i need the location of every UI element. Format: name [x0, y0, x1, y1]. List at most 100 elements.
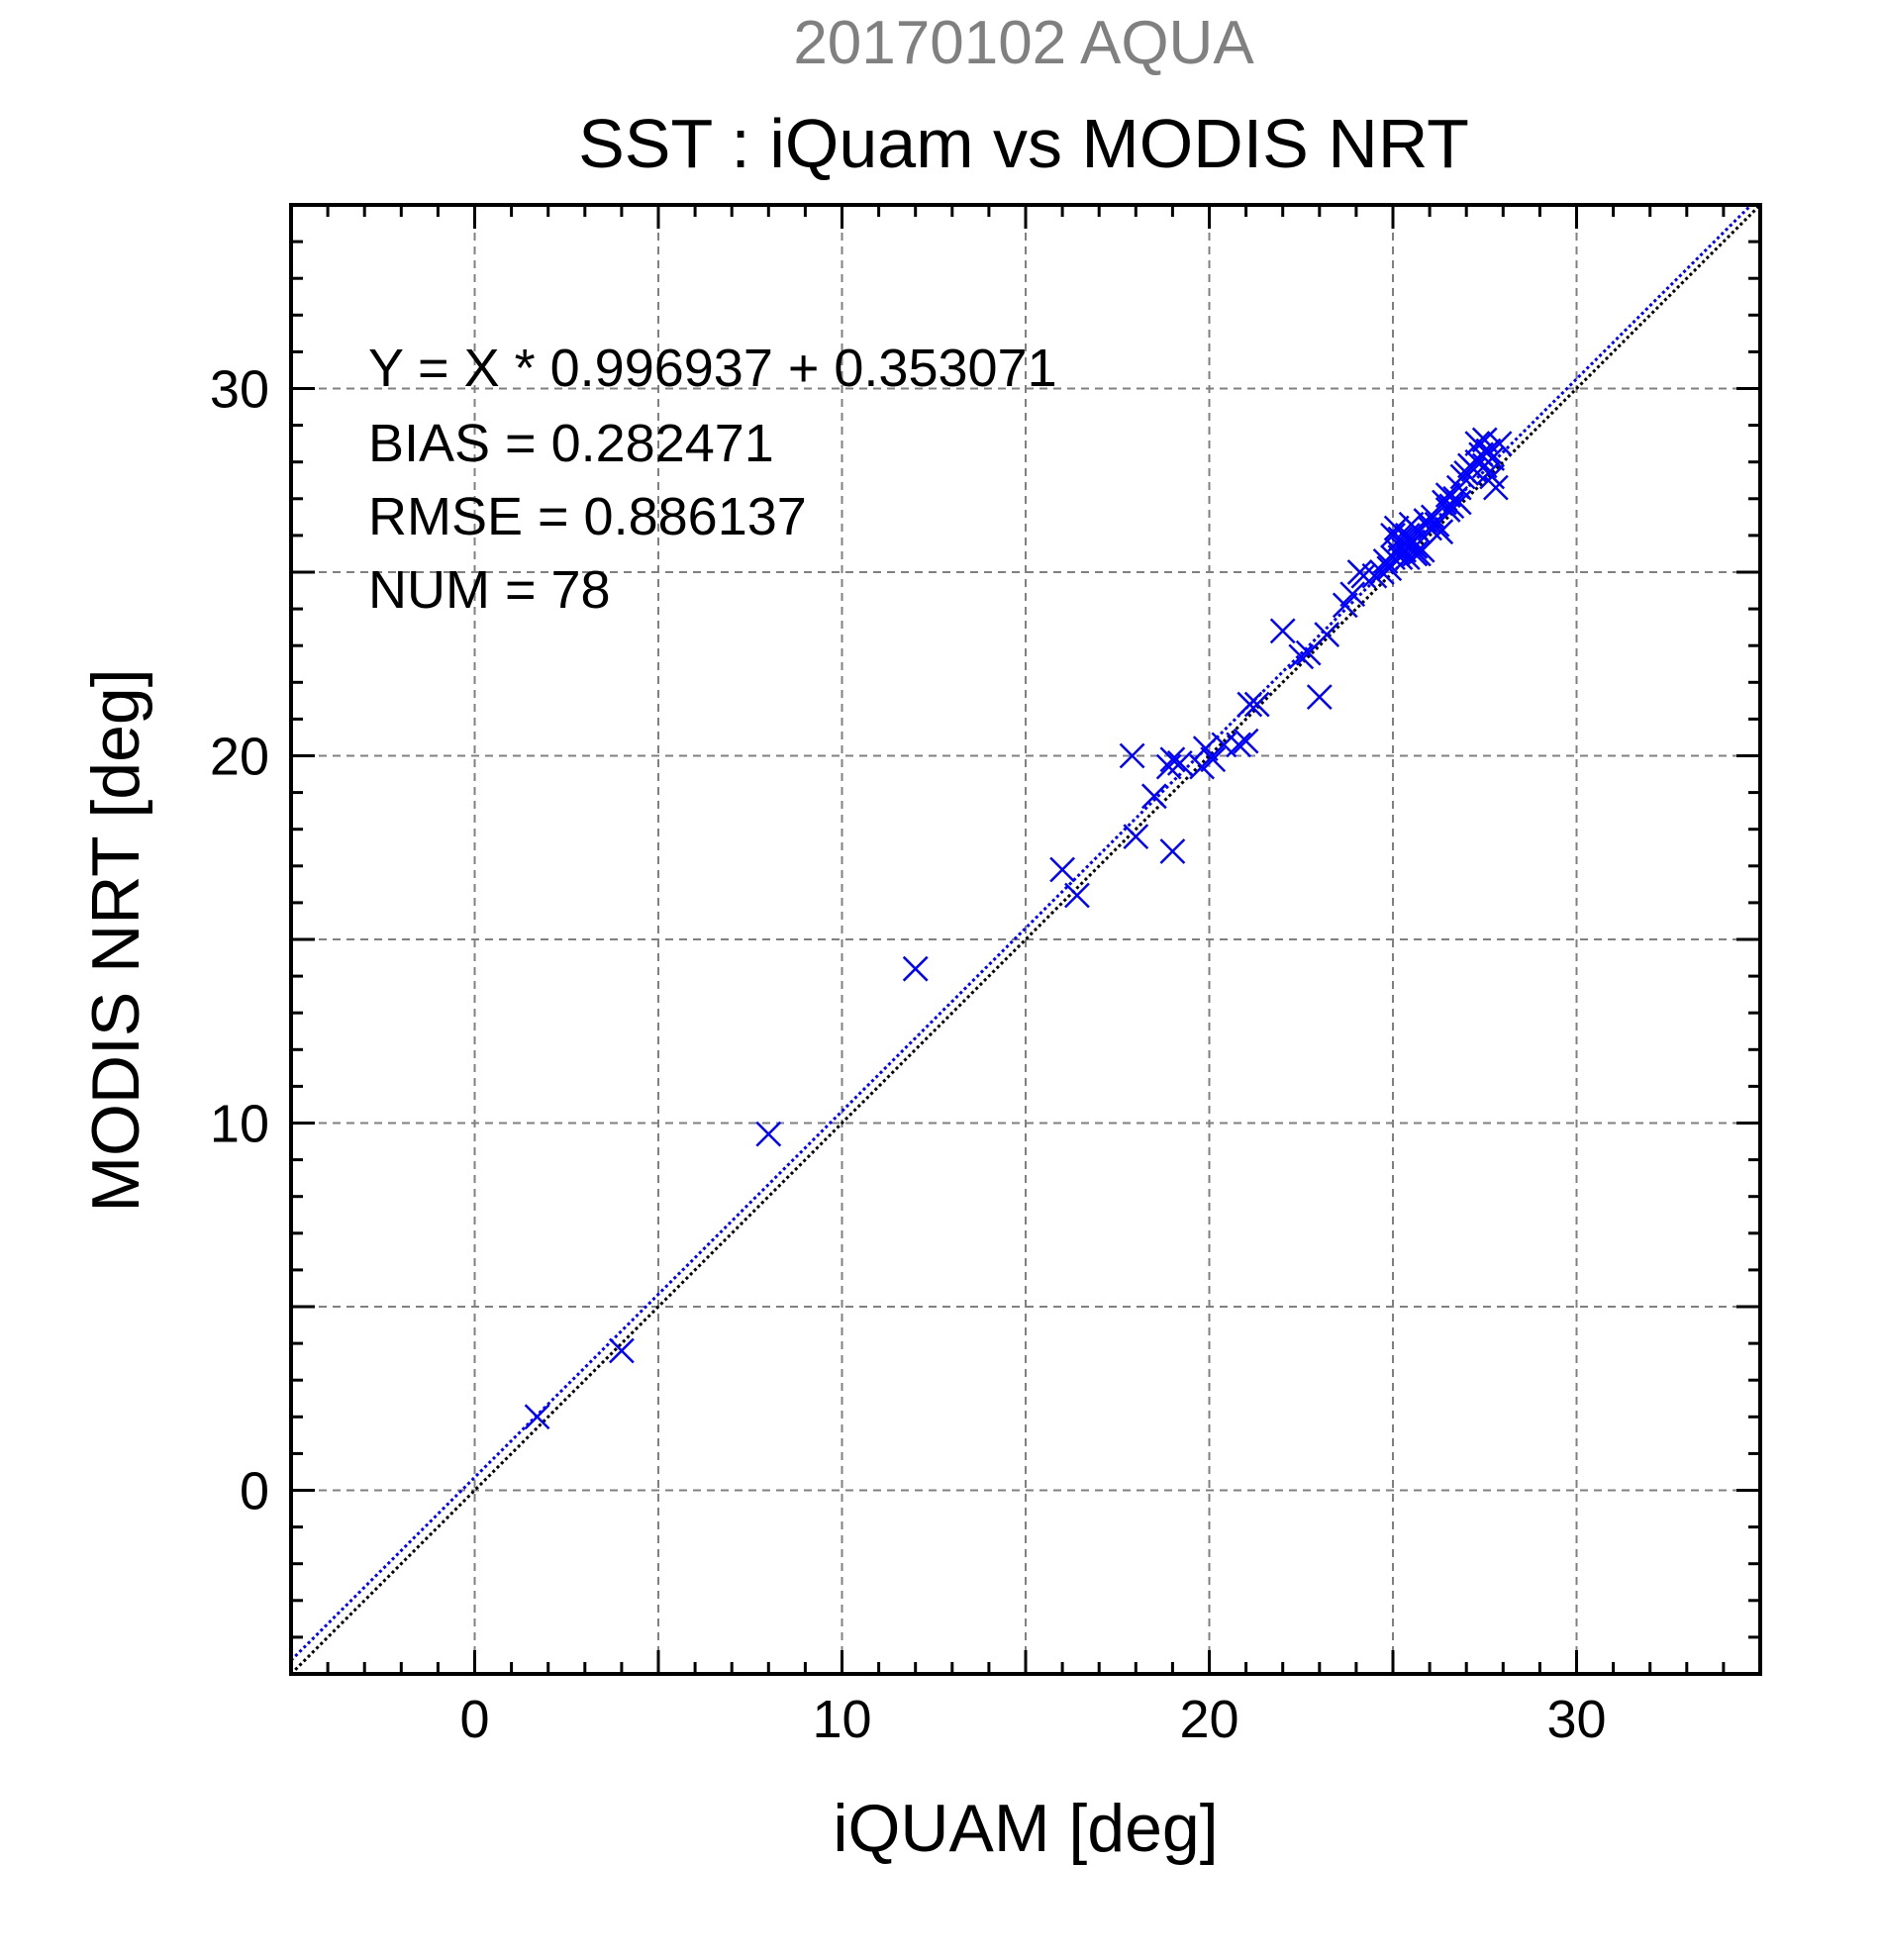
data-point — [1123, 824, 1149, 850]
data-point-stroke — [1438, 493, 1465, 520]
stats-rmse: RMSE = 0.886137 — [368, 487, 807, 546]
data-point-stroke — [1428, 519, 1454, 545]
data-point — [755, 1121, 782, 1147]
data-point — [1233, 728, 1259, 754]
data-point-stroke — [1387, 544, 1414, 571]
data-point-stroke — [1064, 882, 1090, 909]
data-point-stroke — [1420, 504, 1446, 531]
grid-lines — [291, 205, 1760, 1674]
data-point-stroke — [1243, 691, 1270, 718]
data-point — [1486, 431, 1513, 457]
data-point — [1438, 493, 1465, 520]
data-point-stroke — [1192, 735, 1219, 761]
data-points — [524, 427, 1513, 1430]
data-point — [1064, 882, 1090, 909]
y-tick-label: 0 — [240, 1462, 269, 1521]
data-point — [1332, 592, 1358, 619]
data-point-stroke — [1435, 482, 1461, 508]
data-point-stroke — [1049, 856, 1075, 883]
y-tick-label: 20 — [210, 728, 269, 787]
data-point — [1475, 438, 1502, 464]
data-point — [1420, 504, 1446, 531]
data-point-stroke — [755, 1121, 782, 1147]
data-point — [902, 955, 929, 982]
axis-tick-labels: 0 10 20 30 0 10 20 30 — [210, 360, 1607, 1750]
data-point — [1424, 511, 1450, 538]
data-point-stroke — [1468, 441, 1494, 468]
reference-lines — [289, 203, 1762, 1676]
data-point-stroke — [1424, 511, 1450, 538]
data-point-stroke — [902, 955, 929, 982]
x-tick-label: 0 — [459, 1690, 489, 1749]
data-point-stroke — [1332, 592, 1358, 619]
data-point-stroke — [1314, 622, 1340, 647]
data-point-stroke — [1383, 515, 1410, 541]
chart-subtitle: 20170102 AQUA — [793, 9, 1254, 77]
data-point — [1140, 783, 1167, 810]
data-point-stroke — [1288, 643, 1315, 670]
data-point — [1166, 750, 1193, 776]
data-point-stroke — [609, 1337, 635, 1364]
data-point — [1049, 856, 1075, 883]
data-point — [1211, 732, 1238, 758]
data-point-stroke — [524, 1404, 550, 1430]
data-point-stroke — [1200, 746, 1227, 773]
data-point-stroke — [1475, 438, 1502, 464]
data-point-stroke — [1166, 750, 1193, 776]
data-point — [1243, 691, 1270, 718]
data-point — [609, 1337, 635, 1364]
identity-line — [289, 203, 1762, 1676]
data-point-stroke — [1233, 728, 1259, 754]
data-point — [1288, 643, 1315, 670]
data-point — [1306, 684, 1333, 711]
x-tick-label: 30 — [1546, 1690, 1606, 1749]
data-point-stroke — [1350, 562, 1377, 589]
data-point-stroke — [1464, 431, 1491, 457]
fit-line — [289, 203, 1752, 1662]
data-point-stroke — [1159, 746, 1186, 773]
axis-ticks — [289, 203, 1762, 1676]
data-point — [1159, 746, 1186, 773]
data-point — [1314, 622, 1340, 647]
data-point-stroke — [1226, 732, 1252, 758]
data-point — [1159, 838, 1186, 864]
data-point-stroke — [1119, 742, 1145, 769]
regression-stats: Y = X * 0.996937 + 0.353071 BIAS = 0.282… — [368, 339, 1057, 620]
data-point-stroke — [1482, 474, 1509, 501]
data-point — [1339, 581, 1366, 608]
stats-num: NUM = 78 — [368, 560, 611, 620]
data-point — [1269, 618, 1296, 644]
data-point-stroke — [1306, 684, 1333, 711]
data-point-stroke — [1269, 618, 1296, 644]
data-point-stroke — [1402, 534, 1429, 559]
data-point-stroke — [1140, 783, 1167, 810]
data-point-stroke — [1237, 691, 1263, 718]
x-tick-label: 10 — [812, 1690, 871, 1749]
y-axis-label: MODIS NRT [deg] — [78, 668, 153, 1212]
data-point-stroke — [1159, 838, 1186, 864]
data-point-stroke — [1471, 427, 1498, 453]
data-point — [1237, 691, 1263, 718]
y-tick-label: 10 — [210, 1095, 269, 1154]
data-point — [1119, 742, 1145, 769]
y-tick-label: 30 — [210, 360, 269, 420]
data-point — [1402, 540, 1429, 567]
data-point — [1479, 445, 1506, 471]
data-point — [1428, 519, 1454, 545]
x-tick-label: 20 — [1179, 1690, 1238, 1749]
stats-bias: BIAS = 0.282471 — [368, 414, 774, 473]
data-point-stroke — [1189, 753, 1215, 780]
data-point — [524, 1404, 550, 1430]
data-point — [1402, 534, 1429, 559]
data-point — [1226, 732, 1252, 758]
x-axis-label: iQUAM [deg] — [833, 1791, 1218, 1866]
data-point-stroke — [1486, 431, 1513, 457]
stats-fit-equation: Y = X * 0.996937 + 0.353071 — [368, 339, 1057, 398]
data-point-stroke — [1339, 581, 1366, 608]
data-point-stroke — [1479, 445, 1506, 471]
data-point-stroke — [1479, 463, 1506, 490]
data-point-stroke — [1402, 540, 1429, 567]
chart-title: SST : iQuam vs MODIS NRT — [578, 105, 1469, 182]
data-point — [1200, 746, 1227, 773]
